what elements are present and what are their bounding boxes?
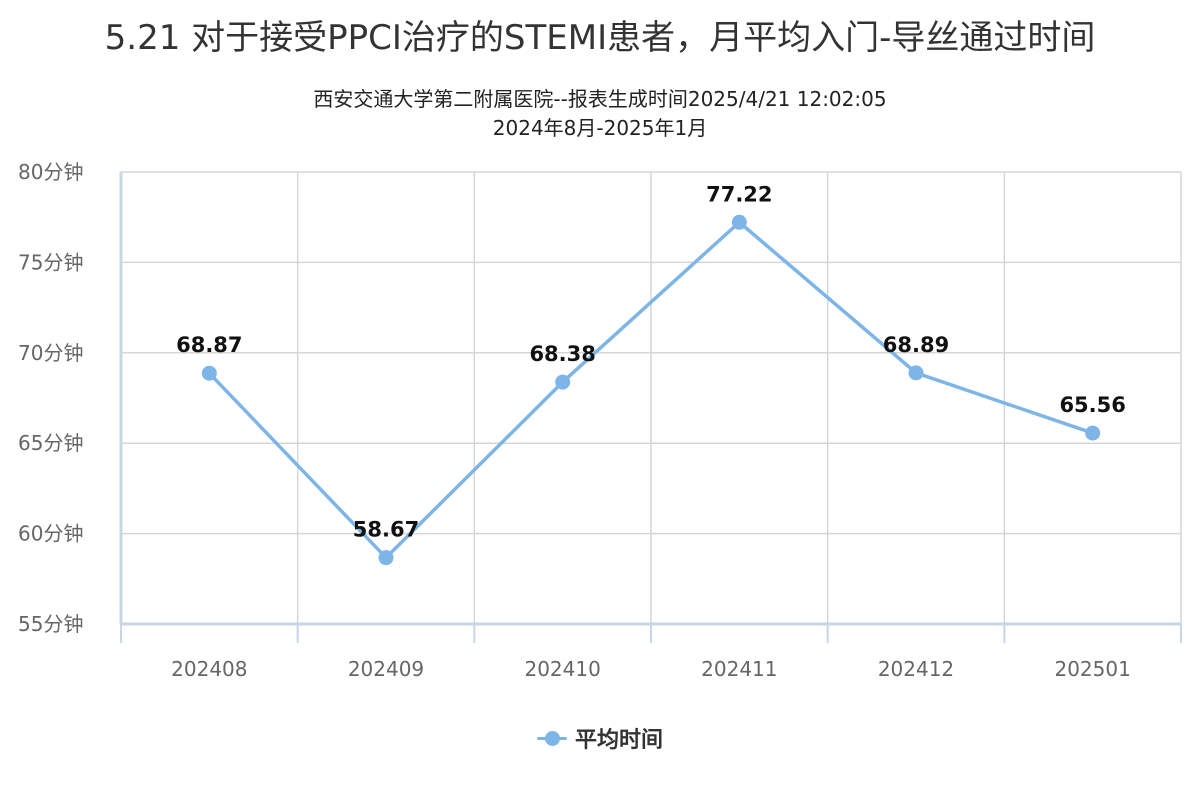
chart-title: 5.21 对于接受PPCI治疗的STEMI患者，月平均入门-导丝通过时间	[104, 18, 1096, 58]
y-tick-label: 60分钟	[18, 522, 83, 546]
x-tick-label: 202410	[524, 657, 600, 681]
legend-item-average-time[interactable]: 平均时间	[536, 722, 663, 754]
legend-dot-icon	[544, 730, 560, 746]
legend-line-icon	[536, 730, 567, 746]
data-label: 65.56	[1059, 393, 1125, 417]
y-tick-label: 55分钟	[18, 612, 83, 636]
data-point	[378, 550, 394, 566]
data-point	[201, 365, 217, 381]
x-tick-label: 202412	[878, 657, 954, 681]
series-line	[207, 220, 1095, 560]
x-tick-label: 202501	[1054, 657, 1130, 681]
y-tick-label: 75分钟	[18, 250, 83, 274]
data-point	[731, 214, 747, 230]
y-tick-label: 70分钟	[18, 341, 83, 365]
chart-legend: 平均时间	[0, 722, 1200, 754]
data-point	[555, 374, 571, 390]
y-tick-label: 65分钟	[18, 431, 83, 455]
x-tick-label: 202409	[348, 657, 424, 681]
data-point	[1085, 425, 1101, 441]
data-label: 68.87	[176, 333, 242, 357]
y-tick-label: 80分钟	[18, 160, 83, 184]
data-point	[908, 365, 924, 381]
x-tick-label: 202411	[701, 657, 777, 681]
data-label: 68.89	[883, 333, 949, 357]
x-tick-label: 202408	[171, 657, 247, 681]
chart-subtitle: 西安交通大学第二附属医院--报表生成时间2025/4/21 12:02:05	[313, 87, 887, 111]
legend-label: 平均时间	[574, 728, 663, 753]
data-label: 58.67	[353, 518, 419, 542]
data-label: 77.22	[706, 182, 772, 206]
chart-date-range: 2024年8月-2025年1月	[492, 116, 708, 140]
data-label: 68.38	[529, 342, 595, 366]
